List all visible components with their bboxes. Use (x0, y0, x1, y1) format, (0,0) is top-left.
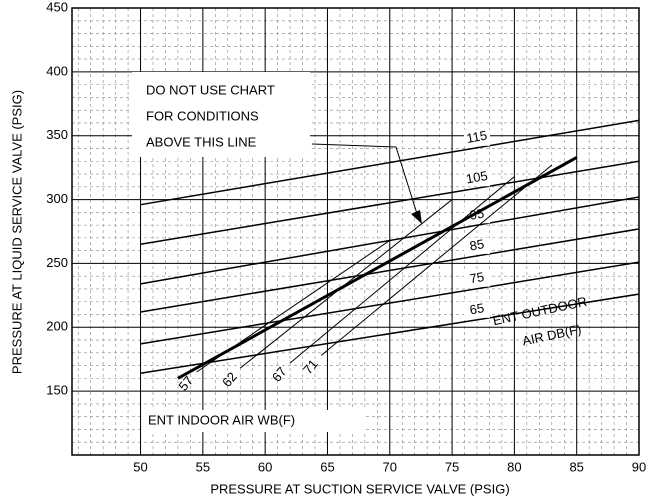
series-line (289, 176, 515, 364)
lines (140, 119, 640, 380)
series-line (177, 156, 578, 380)
series-label: 95 (468, 206, 485, 223)
series-label-bg (464, 207, 490, 224)
series-label: 67 (269, 364, 290, 385)
x-tick-label: 90 (632, 459, 646, 474)
series-label: 115 (465, 128, 488, 146)
y-tick-label: 400 (46, 63, 68, 78)
indoor-label: ENT INDOOR AIR WB(F) (148, 412, 295, 427)
series-label: 75 (468, 269, 485, 286)
series-line (140, 160, 640, 246)
series-label-bg (464, 270, 490, 287)
series-label-bg (464, 237, 490, 254)
series-line (320, 164, 553, 356)
series-label-bg (464, 301, 490, 318)
x-axis-label: PRESSURE AT SUCTION SERVICE VALVE (PSIG) (210, 481, 509, 496)
y-tick-label: 200 (46, 319, 68, 334)
annotation: ABOVE THIS LINE (146, 134, 257, 149)
series-label: 105 (465, 168, 489, 187)
series-label: 71 (300, 356, 321, 377)
x-tick-label: 70 (383, 459, 397, 474)
callout-arrow (411, 210, 422, 224)
x-tick-label: 55 (196, 459, 210, 474)
y-tick-label: 150 (46, 383, 68, 398)
annotation: DO NOT USE CHART (146, 82, 275, 97)
indoor-label-bg (142, 410, 366, 432)
y-tick-label: 350 (46, 127, 68, 142)
series-label: 57 (175, 373, 196, 394)
y-axis-label: PRESSURE AT LIQUID SERVICE VALVE (PSIG) (9, 90, 24, 374)
x-tick-label: 85 (569, 459, 583, 474)
x-tick-label: 50 (133, 459, 147, 474)
callout-line (311, 143, 419, 218)
series-line (140, 293, 640, 375)
annotation: FOR CONDITIONS (146, 108, 259, 123)
series-label: 65 (468, 300, 485, 317)
plot-frame (71, 7, 640, 456)
x-tick-label: 75 (445, 459, 459, 474)
x-tick-label: 80 (507, 459, 521, 474)
x-tick-label: 65 (320, 459, 334, 474)
series-line (140, 228, 640, 313)
series-line (140, 261, 640, 345)
series-label-bg (464, 170, 490, 187)
series-label-bg (464, 129, 490, 146)
y-tick-label: 300 (46, 191, 68, 206)
series-line (140, 119, 640, 206)
series-label: 62 (219, 369, 240, 390)
series-label: 85 (468, 236, 485, 253)
x-tick-label: 60 (258, 459, 272, 474)
annotation-box (132, 72, 310, 157)
y-tick-label: 250 (46, 255, 68, 270)
y-tick-label: 450 (46, 0, 68, 14)
